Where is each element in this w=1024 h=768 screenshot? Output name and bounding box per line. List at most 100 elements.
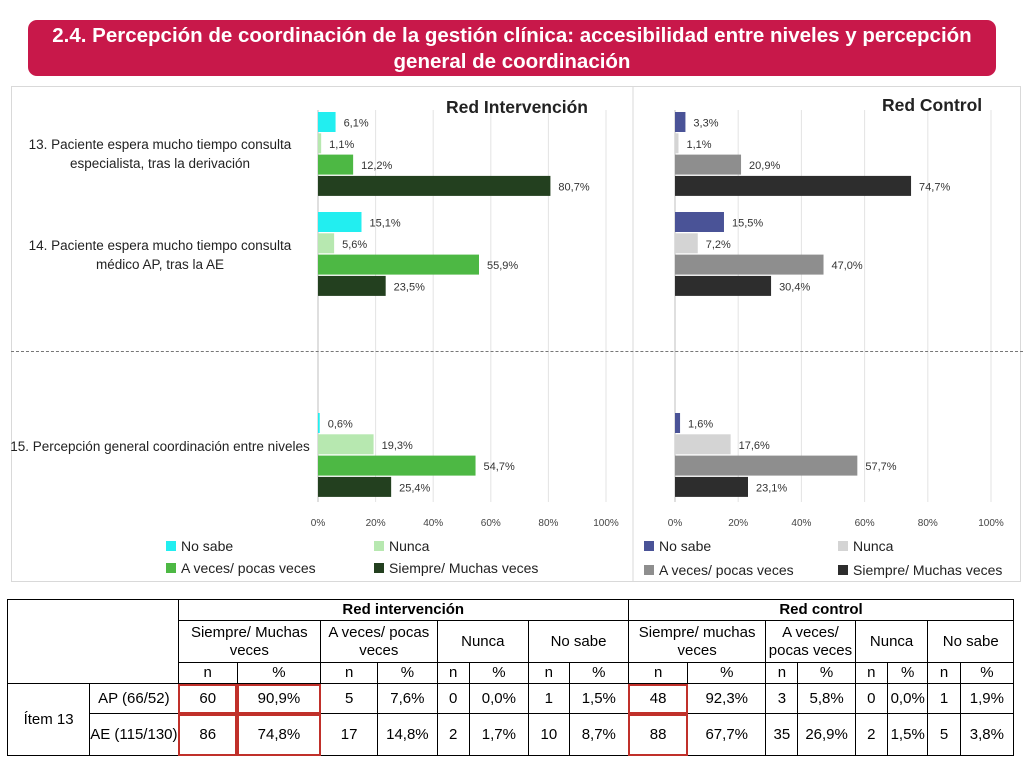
slide-title: 2.4. Percepción de coordinación de la ge… — [28, 20, 996, 76]
row-label: AP (66/52) — [89, 683, 179, 714]
table-cell: 5,8% — [797, 683, 856, 714]
bar-nunca — [318, 233, 335, 254]
subheader-cell: n — [177, 662, 238, 684]
table-cell: 5 — [927, 713, 961, 756]
data-label: 20,9% — [749, 160, 780, 172]
x-tick-label: 20% — [728, 518, 748, 529]
legend-swatch — [644, 541, 654, 551]
category-header: A veces/ pocas veces — [320, 620, 438, 663]
x-tick-label: 0% — [668, 518, 683, 529]
category-header: Nunca — [854, 620, 929, 663]
data-label: 23,5% — [394, 281, 425, 293]
bar-nunca — [675, 133, 679, 154]
table-cell: 5 — [320, 683, 379, 714]
legend-swatch — [644, 565, 654, 575]
table-cell: 88 — [627, 713, 689, 756]
x-tick-label: 40% — [423, 518, 443, 529]
table-cell: 1,5% — [568, 683, 629, 714]
table-row: Ítem 13 AP (66/52) 60 90,9% 5 7,6% 0 0,0% 1 1,5… — [6, 683, 1015, 756]
table-cell: 0,0% — [886, 683, 929, 714]
bar-no-sabe — [318, 212, 362, 232]
subheader-cell: n — [436, 662, 470, 684]
bar-a-veces-pocas-veces — [318, 154, 354, 175]
legend-item-nunca: Nunca — [374, 538, 429, 554]
table-cell: 0 — [854, 683, 888, 714]
table-cell: 14,8% — [377, 713, 438, 756]
chart-title-intervencion: Red Intervención — [446, 97, 588, 117]
table-cell: 74,8% — [236, 713, 322, 756]
table-cell: 35 — [765, 713, 799, 756]
bar-siempre-muchas-veces — [675, 275, 772, 296]
legend-item-a-veces: A veces/ pocas veces — [644, 562, 794, 578]
item-label: Ítem 13 — [6, 683, 91, 756]
data-label: 25,4% — [399, 482, 430, 494]
bar-a-veces-pocas-veces — [675, 154, 742, 175]
category-label-14: 14. Paciente espera mucho tiempo consult… — [28, 238, 292, 272]
data-label: 6,1% — [344, 118, 369, 130]
subheader-cell: % — [568, 662, 629, 684]
bar-no-sabe — [675, 212, 724, 232]
category-header: Siempre/ muchas veces — [627, 620, 767, 663]
legend-swatch — [374, 563, 384, 573]
x-tick-label: 100% — [593, 518, 619, 529]
subheader-cell: % — [797, 662, 856, 684]
subheader-cell: % — [468, 662, 530, 684]
x-tick-label: 20% — [366, 518, 386, 529]
x-tick-label: 0% — [311, 518, 326, 529]
legend-swatch — [166, 563, 176, 573]
data-label: 47,0% — [832, 260, 863, 272]
data-label: 15,5% — [732, 218, 763, 230]
category-header: Siempre/ Muchas veces — [177, 620, 322, 663]
table-row: AE (115/130) 86 74,8% 17 14,8% 2 1,7% 10 8,7% 88… — [8, 713, 1015, 756]
group-header-control: Red control — [627, 599, 1015, 621]
subheader-cell: % — [687, 662, 767, 684]
legend-swatch — [374, 541, 384, 551]
bar-nunca — [675, 434, 731, 455]
bar-siempre-muchas-veces — [675, 476, 748, 497]
bar-no-sabe — [675, 112, 686, 132]
legend-item-siempre: Siempre/ Muchas veces — [374, 560, 538, 576]
table-cell: 8,7% — [568, 713, 629, 756]
category-label-15: 15. Percepción general coordinación entr… — [10, 439, 310, 454]
bar-no-sabe — [318, 413, 320, 433]
bar-nunca — [318, 434, 374, 455]
legend-swatch — [838, 565, 848, 575]
bar-siempre-muchas-veces — [318, 175, 551, 196]
legend-item-nunca: Nunca — [838, 538, 893, 554]
subheader-cell: % — [236, 662, 322, 684]
table-cell: 86 — [177, 713, 238, 756]
subheader-cell: n — [528, 662, 570, 684]
bar-siempre-muchas-veces — [675, 175, 912, 196]
legend-label: No sabe — [659, 538, 712, 554]
subheader-row: n% n% n% n% n% n% n% n% — [8, 662, 1015, 684]
section-divider — [11, 351, 1023, 352]
legend-item-a-veces: A veces/ pocas veces — [166, 560, 316, 576]
table-cell: 1 — [927, 683, 961, 714]
subheader-cell: % — [959, 662, 1015, 684]
bar-no-sabe — [675, 413, 681, 433]
data-label: 74,7% — [919, 181, 950, 193]
x-tick-label: 100% — [978, 518, 1004, 529]
legend-label: Siempre/ Muchas veces — [853, 562, 1003, 578]
legend-label: No sabe — [181, 538, 234, 554]
bar-nunca — [675, 233, 698, 254]
bar-no-sabe — [318, 112, 336, 132]
table-cell: 2 — [854, 713, 888, 756]
table-cell: 17 — [320, 713, 379, 756]
data-label: 3,3% — [693, 118, 718, 130]
row-label: AE (115/130) — [89, 713, 179, 756]
data-label: 1,1% — [329, 139, 354, 151]
legend-label: A veces/ pocas veces — [659, 562, 794, 578]
table-cell: 1,9% — [959, 683, 1015, 714]
table-corner — [7, 599, 179, 684]
legend-label: Siempre/ Muchas veces — [389, 560, 539, 576]
data-table: Red intervención Red control Siempre/ Mu… — [6, 599, 1015, 756]
data-label: 5,6% — [342, 239, 367, 251]
table-cell: 0,0% — [468, 683, 530, 714]
slide-title-text: 2.4. Percepción de coordinación de la ge… — [52, 24, 972, 73]
bar-siempre-muchas-veces — [318, 275, 386, 296]
subheader-cell: n — [765, 662, 799, 684]
table-cell: 7,6% — [377, 683, 438, 714]
x-tick-label: 40% — [791, 518, 811, 529]
data-label: 23,1% — [756, 482, 787, 494]
